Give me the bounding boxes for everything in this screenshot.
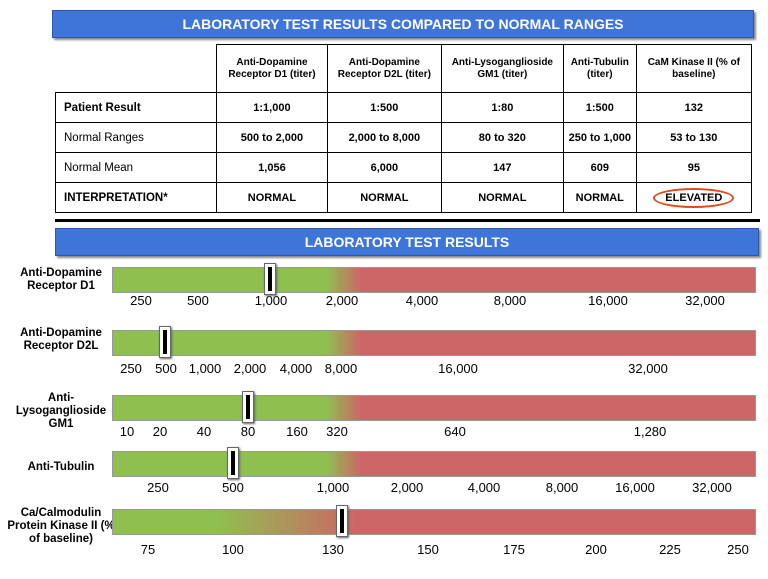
- patient-value-marker: [336, 505, 348, 537]
- tick-label: 8,000: [324, 361, 358, 376]
- tick-label: 500: [187, 293, 209, 308]
- tick-label: 1,280: [633, 424, 667, 439]
- tick-label: 16,000: [615, 480, 655, 495]
- tick-label: 10: [119, 424, 135, 439]
- table-cell-elevated: ELEVATED: [635, 182, 753, 213]
- table-cell: 2,000 to 8,000: [326, 122, 442, 153]
- table-cell: 132: [635, 92, 753, 123]
- tick-label: 1,000: [188, 361, 222, 376]
- range-bar: [112, 395, 756, 421]
- tick-label: 2,000: [233, 361, 267, 376]
- tick-label: 500: [155, 361, 177, 376]
- table-row: Normal Ranges 500 to 2,000 2,000 to 8,00…: [55, 122, 753, 153]
- table-cell: 6,000: [326, 152, 442, 183]
- table-cell: NORMAL: [562, 182, 637, 213]
- tick-label: 2,000: [390, 480, 424, 495]
- table-row: INTERPRETATION* NORMAL NORMAL NORMAL NOR…: [55, 182, 753, 213]
- range-bar: [112, 330, 756, 356]
- tick-label: 250: [130, 293, 152, 308]
- table-cell: 53 to 130: [635, 122, 753, 153]
- table-cell: 147: [440, 152, 564, 183]
- patient-value-marker: [264, 263, 276, 295]
- tick-label: 250: [727, 542, 749, 557]
- tick-label: 16,000: [588, 293, 628, 308]
- bar-label: Ca/Calmodulin Protein Kinase II (% of ba…: [7, 507, 115, 545]
- patient-value-marker: [242, 391, 254, 423]
- header-cell: Anti-Dopamine Receptor D1 (titer): [216, 44, 328, 93]
- row-label: Normal Ranges: [55, 122, 217, 153]
- tick-label: 200: [585, 542, 607, 557]
- tick-label: 8,000: [545, 480, 579, 495]
- tick-label: 40: [196, 424, 212, 439]
- table-cell: 609: [562, 152, 637, 183]
- range-bar: [112, 451, 756, 477]
- table-cell: NORMAL: [326, 182, 442, 213]
- tick-label: 160: [286, 424, 308, 439]
- tick-label: 100: [222, 542, 244, 557]
- table-cell: 250 to 1,000: [562, 122, 637, 153]
- elevated-highlight-ring: ELEVATED: [653, 187, 735, 208]
- tick-label: 32,000: [628, 361, 668, 376]
- bar-label: Anti-Dopamine Receptor D1: [20, 267, 102, 292]
- tick-label: 20: [152, 424, 168, 439]
- bar-label: Anti-Dopamine Receptor D2L: [20, 327, 102, 352]
- tick-label: 32,000: [685, 293, 725, 308]
- tick-label: 250: [147, 480, 169, 495]
- range-bar: [112, 267, 756, 293]
- tick-label: 130: [322, 542, 344, 557]
- tick-label: 640: [444, 424, 466, 439]
- tick-label: 175: [503, 542, 525, 557]
- patient-value-marker: [227, 447, 239, 479]
- table-row: Patient Result 1:1,000 1:500 1:80 1:500 …: [55, 92, 753, 123]
- row-label: Normal Mean: [55, 152, 217, 183]
- tick-label: 4,000: [405, 293, 439, 308]
- tick-label: 250: [120, 361, 142, 376]
- table-cell: 1:500: [326, 92, 442, 123]
- tick-label: 2,000: [325, 293, 359, 308]
- tick-label: 4,000: [279, 361, 313, 376]
- table-header-row: Anti-Dopamine Receptor D1 (titer) Anti-D…: [56, 44, 753, 93]
- results-table: Anti-Dopamine Receptor D1 (titer) Anti-D…: [55, 44, 753, 213]
- header-cell: Anti-Tubulin (titer): [562, 44, 637, 93]
- chart-title-banner: LABORATORY TEST RESULTS: [55, 228, 759, 256]
- table-cell: 1:80: [440, 92, 564, 123]
- table-cell: 1:1,000: [216, 92, 328, 123]
- section-divider: [55, 219, 760, 222]
- table-cell: 1:500: [562, 92, 637, 123]
- table-cell: 500 to 2,000: [216, 122, 328, 153]
- bar-label: Anti-Lysoganglioside GM1: [15, 392, 107, 430]
- table-cell: NORMAL: [216, 182, 328, 213]
- tick-label: 8,000: [493, 293, 527, 308]
- tick-label: 1,000: [316, 480, 350, 495]
- table-cell: 95: [635, 152, 753, 183]
- patient-value-marker: [159, 326, 171, 358]
- blank-corner: [56, 45, 217, 93]
- tick-label: 75: [140, 542, 156, 557]
- table-row: Normal Mean 1,056 6,000 147 609 95: [55, 152, 753, 183]
- tick-label: 320: [326, 424, 348, 439]
- header-cell: Anti-Dopamine Receptor D2L (titer): [326, 44, 442, 93]
- table-title-banner: LABORATORY TEST RESULTS COMPARED TO NORM…: [52, 10, 754, 38]
- row-label: INTERPRETATION*: [55, 182, 217, 213]
- row-label: Patient Result: [55, 92, 217, 123]
- table-cell: NORMAL: [440, 182, 564, 213]
- header-cell: CaM Kinase II (% of baseline): [635, 44, 753, 93]
- tick-label: 4,000: [467, 480, 501, 495]
- tick-label: 225: [659, 542, 681, 557]
- header-cell: Anti-Lysoganglioside GM1 (titer): [440, 44, 564, 93]
- tick-label: 16,000: [438, 361, 478, 376]
- tick-label: 32,000: [692, 480, 732, 495]
- tick-label: 1,000: [254, 293, 288, 308]
- table-cell: 1,056: [216, 152, 328, 183]
- tick-label: 150: [417, 542, 439, 557]
- tick-label: 500: [222, 480, 244, 495]
- range-bar: [112, 509, 756, 535]
- bar-label: Anti-Tubulin: [27, 461, 95, 473]
- tick-label: 80: [240, 424, 256, 439]
- table-cell: 80 to 320: [440, 122, 564, 153]
